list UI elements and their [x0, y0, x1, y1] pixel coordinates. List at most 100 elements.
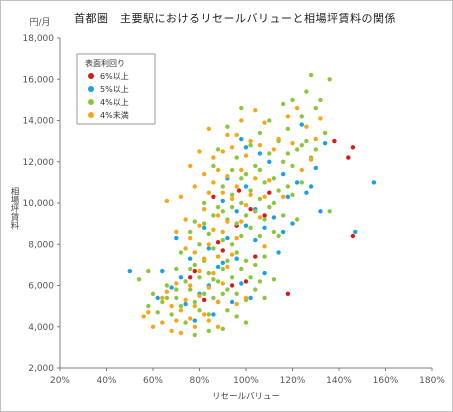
- data-point: [174, 295, 179, 301]
- data-point: [234, 184, 239, 189]
- data-point: [174, 229, 179, 235]
- data-point: [178, 330, 184, 336]
- data-point: [215, 147, 221, 152]
- data-point: [253, 108, 258, 113]
- data-point: [206, 126, 211, 131]
- y-tick-label: 12,000: [23, 158, 55, 168]
- data-point: [206, 270, 211, 276]
- data-point: [234, 250, 239, 255]
- y-tick-label: 8,000: [28, 240, 54, 250]
- x-tick-label: 160%: [373, 376, 399, 386]
- data-point: [243, 223, 249, 228]
- data-point: [299, 122, 304, 127]
- data-point: [169, 328, 174, 334]
- data-point: [313, 105, 318, 111]
- data-point: [220, 237, 225, 243]
- data-point: [262, 225, 267, 230]
- data-point: [229, 145, 235, 150]
- data-point: [267, 178, 272, 183]
- y-tick-label: 4,000: [28, 323, 54, 333]
- data-point: [257, 130, 263, 136]
- data-point: [239, 281, 244, 286]
- data-point: [229, 167, 235, 173]
- data-point: [239, 118, 244, 123]
- data-point: [164, 198, 170, 204]
- data-point: [192, 299, 197, 305]
- data-point: [229, 204, 235, 210]
- data-point: [313, 165, 318, 171]
- data-point: [234, 155, 239, 160]
- legend-label: 4%未満: [100, 110, 129, 120]
- data-point: [146, 303, 151, 309]
- data-point: [299, 114, 304, 119]
- data-point: [271, 277, 277, 282]
- data-point: [174, 318, 179, 323]
- data-point: [160, 268, 165, 274]
- data-point: [225, 308, 230, 313]
- data-point: [220, 281, 225, 286]
- data-point: [206, 312, 211, 317]
- data-point: [257, 167, 263, 173]
- data-point: [225, 235, 230, 241]
- data-point: [234, 291, 239, 296]
- data-point: [276, 233, 281, 239]
- x-tick-label: 180%: [419, 376, 445, 386]
- data-point: [243, 202, 249, 208]
- data-point: [294, 180, 300, 185]
- data-point: [146, 268, 151, 274]
- data-point: [178, 250, 184, 255]
- data-point: [332, 138, 337, 144]
- legend-marker: [88, 99, 94, 105]
- data-point: [318, 116, 323, 121]
- y-tick-label: 6,000: [28, 282, 54, 292]
- data-point: [239, 266, 244, 272]
- y-unit-label: 円/月: [29, 17, 50, 28]
- y-tick-label: 2,000: [28, 364, 54, 374]
- data-point: [229, 192, 235, 197]
- data-point: [271, 200, 277, 206]
- y-axis-title: 相場坪賃料: [9, 186, 19, 230]
- data-point: [188, 163, 193, 169]
- data-point: [229, 196, 235, 202]
- data-point: [169, 312, 174, 317]
- data-point: [211, 270, 216, 276]
- data-point: [197, 293, 202, 298]
- data-point: [267, 118, 272, 123]
- data-point: [313, 136, 318, 142]
- data-point: [243, 295, 249, 301]
- data-point: [290, 192, 295, 197]
- data-point: [197, 149, 202, 154]
- data-point: [353, 229, 358, 235]
- legend-label: 6%以上: [100, 72, 129, 81]
- data-point: [225, 132, 230, 138]
- data-point: [327, 77, 332, 82]
- data-point: [299, 167, 304, 173]
- data-point: [225, 219, 230, 224]
- legend-title: 表面利回り: [85, 58, 125, 68]
- data-point: [202, 171, 207, 177]
- data-point: [192, 219, 197, 224]
- data-point: [304, 190, 309, 195]
- data-point: [164, 283, 170, 288]
- data-point: [215, 204, 221, 210]
- data-point: [202, 200, 207, 206]
- data-point: [234, 209, 239, 214]
- data-point: [229, 252, 235, 257]
- data-point: [299, 143, 304, 148]
- data-point: [146, 310, 151, 315]
- data-point: [243, 320, 249, 325]
- data-point: [257, 279, 263, 284]
- data-point: [220, 260, 225, 265]
- data-point: [206, 242, 211, 247]
- data-point: [276, 188, 281, 193]
- data-point: [197, 268, 202, 274]
- data-point: [225, 124, 230, 129]
- data-point: [202, 207, 207, 212]
- data-point: [248, 295, 253, 301]
- data-point: [229, 275, 235, 280]
- data-point: [239, 176, 244, 181]
- data-point: [294, 147, 300, 152]
- data-point: [220, 190, 225, 195]
